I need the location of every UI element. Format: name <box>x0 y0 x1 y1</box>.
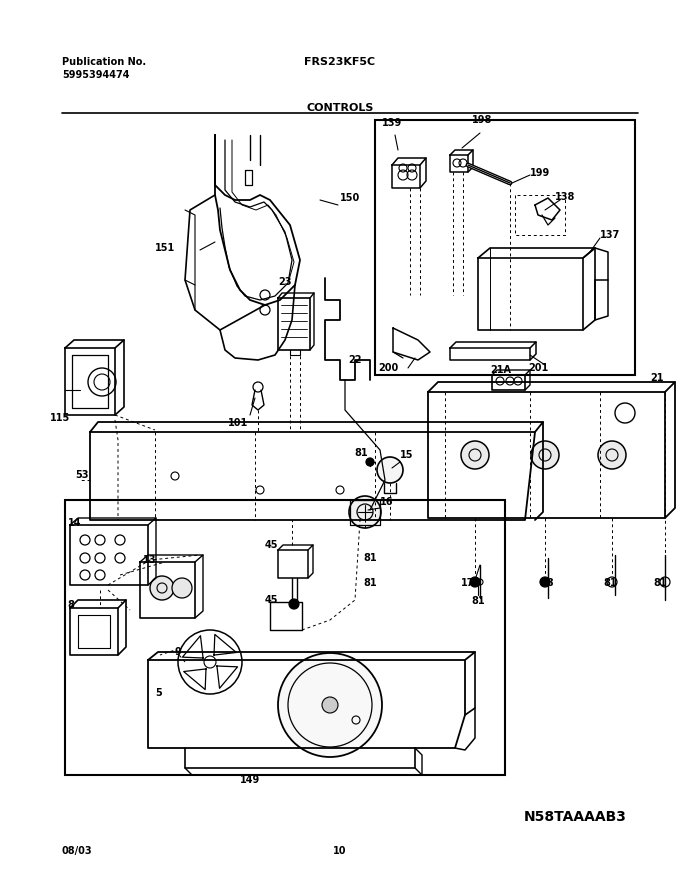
Text: 199: 199 <box>530 168 550 178</box>
Text: Publication No.: Publication No. <box>62 57 146 67</box>
Text: 101: 101 <box>228 418 248 428</box>
Text: 139: 139 <box>382 118 403 128</box>
Text: 198: 198 <box>472 115 492 125</box>
Text: 9: 9 <box>175 647 182 657</box>
Text: 8: 8 <box>67 600 74 610</box>
Text: 137: 137 <box>600 230 620 240</box>
Text: 45: 45 <box>265 595 279 605</box>
Text: 13: 13 <box>143 555 156 565</box>
Text: N58TAAAAB3: N58TAAAAB3 <box>524 810 626 824</box>
Ellipse shape <box>470 577 480 587</box>
Ellipse shape <box>377 457 403 483</box>
Ellipse shape <box>461 441 489 469</box>
Text: 08/03: 08/03 <box>62 846 92 856</box>
Text: 138: 138 <box>555 192 575 202</box>
Text: 45: 45 <box>265 540 279 550</box>
Ellipse shape <box>598 441 626 469</box>
Text: 21A: 21A <box>490 365 511 375</box>
Ellipse shape <box>531 441 559 469</box>
Bar <box>375 120 635 375</box>
Text: 81: 81 <box>354 448 368 458</box>
Bar <box>65 500 505 775</box>
Text: 14: 14 <box>68 518 82 528</box>
Text: 115: 115 <box>50 413 70 423</box>
Ellipse shape <box>349 496 381 528</box>
Ellipse shape <box>150 576 174 600</box>
Text: CONTROLS: CONTROLS <box>306 103 374 113</box>
Text: 22: 22 <box>348 355 362 365</box>
Text: 5: 5 <box>155 688 162 698</box>
Ellipse shape <box>172 578 192 598</box>
Ellipse shape <box>322 697 338 713</box>
Text: 81: 81 <box>603 578 617 588</box>
Ellipse shape <box>540 577 550 587</box>
Text: 149: 149 <box>240 775 260 785</box>
Text: 201: 201 <box>528 363 548 373</box>
Text: 23: 23 <box>278 277 292 287</box>
Text: 151: 151 <box>155 243 175 253</box>
Text: 81: 81 <box>653 578 667 588</box>
Text: 21: 21 <box>650 373 664 383</box>
Text: 15: 15 <box>400 450 413 460</box>
Text: 81: 81 <box>363 553 377 563</box>
Text: 53: 53 <box>75 470 88 480</box>
Ellipse shape <box>278 653 382 757</box>
Text: 81: 81 <box>363 578 377 588</box>
Text: 5995394474: 5995394474 <box>62 70 129 80</box>
Ellipse shape <box>289 599 299 609</box>
Text: 81: 81 <box>471 596 485 606</box>
Text: 10: 10 <box>333 846 347 856</box>
Ellipse shape <box>366 458 374 466</box>
Text: 150: 150 <box>340 193 360 203</box>
Text: 17: 17 <box>461 578 475 588</box>
Text: FRS23KF5C: FRS23KF5C <box>305 57 375 67</box>
Text: 16: 16 <box>380 497 394 507</box>
Text: 200: 200 <box>378 363 398 373</box>
Text: 18: 18 <box>541 578 555 588</box>
